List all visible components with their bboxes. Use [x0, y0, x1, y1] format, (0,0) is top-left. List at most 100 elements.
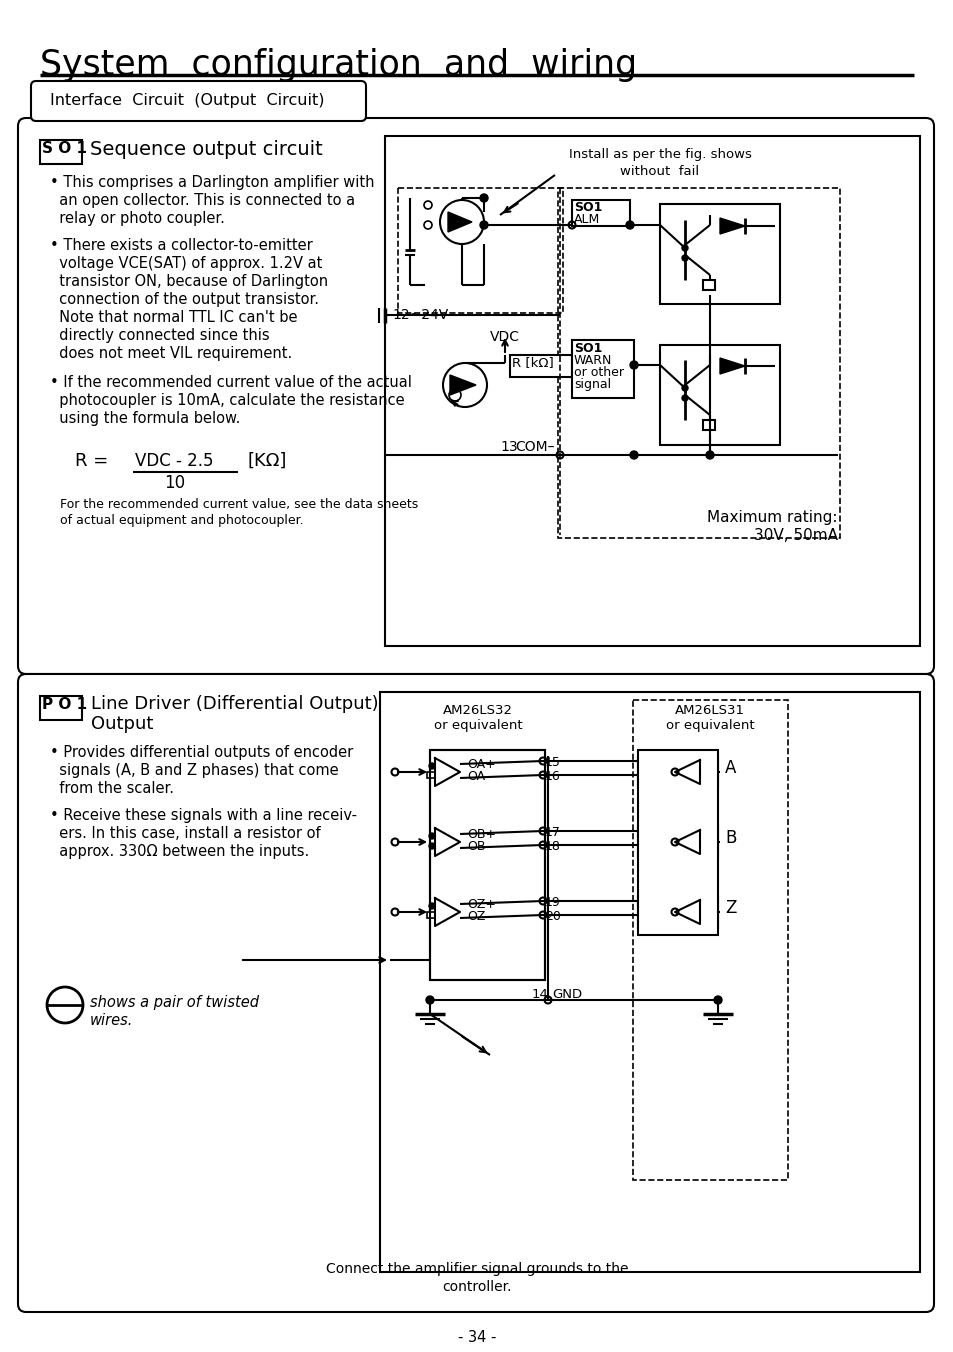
Bar — [638, 756, 718, 788]
Circle shape — [681, 385, 687, 391]
Text: • If the recommended current value of the actual: • If the recommended current value of th… — [50, 375, 412, 389]
Text: or equivalent: or equivalent — [665, 719, 754, 731]
Text: - 34 -: - 34 - — [457, 1330, 496, 1345]
Circle shape — [705, 452, 713, 458]
Circle shape — [681, 256, 687, 261]
Text: 30V, 50mA: 30V, 50mA — [753, 529, 837, 544]
Circle shape — [479, 220, 488, 228]
Bar — [659, 204, 780, 304]
Circle shape — [442, 362, 486, 407]
Polygon shape — [450, 375, 476, 395]
Bar — [427, 772, 435, 777]
Text: GND: GND — [552, 988, 581, 1000]
Text: Connect the amplifier signal grounds to the: Connect the amplifier signal grounds to … — [325, 1261, 628, 1276]
Text: OB+: OB+ — [467, 827, 496, 841]
Text: using the formula below.: using the formula below. — [50, 411, 240, 426]
Text: Maximum rating:: Maximum rating: — [707, 510, 837, 525]
Text: COM–: COM– — [515, 439, 554, 454]
Polygon shape — [448, 212, 472, 233]
Text: OB-: OB- — [467, 840, 490, 853]
Text: Sequence output circuit: Sequence output circuit — [90, 141, 322, 160]
Text: Z: Z — [724, 899, 736, 917]
Bar — [40, 696, 82, 721]
FancyBboxPatch shape — [18, 675, 933, 1311]
Text: controller.: controller. — [442, 1280, 511, 1294]
Polygon shape — [675, 900, 700, 923]
Text: does not meet VIL requirement.: does not meet VIL requirement. — [50, 346, 292, 361]
Text: 10: 10 — [164, 475, 186, 492]
Text: signals (A, B and Z phases) that come: signals (A, B and Z phases) that come — [50, 763, 338, 777]
Bar — [702, 280, 714, 289]
Text: R =: R = — [75, 452, 108, 470]
Text: ALM: ALM — [574, 214, 599, 226]
Polygon shape — [720, 218, 744, 234]
Polygon shape — [435, 827, 459, 856]
Bar — [638, 750, 718, 936]
Text: directly connected since this: directly connected since this — [50, 329, 270, 343]
Text: [KΩ]: [KΩ] — [248, 452, 287, 470]
Text: OZ-: OZ- — [467, 910, 489, 923]
Text: For the recommended current value, see the data sheets: For the recommended current value, see t… — [60, 498, 417, 511]
Text: signal: signal — [574, 379, 611, 391]
Text: P O 1: P O 1 — [42, 698, 87, 713]
Text: 15: 15 — [544, 756, 560, 769]
Text: 18: 18 — [544, 840, 560, 853]
Circle shape — [429, 833, 435, 840]
Bar — [659, 345, 780, 445]
Circle shape — [629, 361, 638, 369]
Text: Line Driver (Differential Output): Line Driver (Differential Output) — [91, 695, 378, 713]
Text: A: A — [724, 758, 736, 777]
Text: photocoupler is 10mA, calculate the resistance: photocoupler is 10mA, calculate the resi… — [50, 393, 404, 408]
FancyBboxPatch shape — [30, 81, 366, 120]
Circle shape — [681, 245, 687, 251]
Text: VDC - 2.5: VDC - 2.5 — [135, 452, 213, 470]
Bar — [702, 420, 714, 430]
Bar — [397, 188, 562, 314]
Text: OA+: OA+ — [467, 758, 496, 771]
Text: SO1: SO1 — [574, 201, 601, 214]
Text: or other: or other — [574, 366, 623, 379]
Bar — [633, 700, 787, 1180]
Circle shape — [479, 193, 488, 201]
Bar — [427, 913, 435, 918]
Polygon shape — [435, 758, 459, 786]
Text: ers. In this case, install a resistor of: ers. In this case, install a resistor of — [50, 826, 320, 841]
Text: S O 1: S O 1 — [42, 141, 87, 155]
Text: AM26LS31: AM26LS31 — [675, 704, 744, 717]
Circle shape — [439, 200, 483, 243]
Text: WARN: WARN — [574, 354, 612, 366]
Text: relay or photo coupler.: relay or photo coupler. — [50, 211, 225, 226]
Polygon shape — [675, 830, 700, 854]
Text: OA-: OA- — [467, 771, 489, 783]
Text: System  configuration  and  wiring: System configuration and wiring — [40, 49, 637, 82]
Circle shape — [681, 395, 687, 402]
Text: • Provides differential outputs of encoder: • Provides differential outputs of encod… — [50, 745, 353, 760]
Text: approx. 330Ω between the inputs.: approx. 330Ω between the inputs. — [50, 844, 309, 859]
Text: AM26LS32: AM26LS32 — [442, 704, 513, 717]
Bar — [572, 339, 634, 397]
Circle shape — [426, 996, 434, 1005]
Text: SO1: SO1 — [574, 342, 601, 356]
Text: B: B — [724, 829, 736, 846]
Polygon shape — [720, 358, 744, 375]
Circle shape — [429, 844, 435, 849]
Polygon shape — [435, 898, 459, 926]
Text: VDC: VDC — [490, 330, 519, 343]
Bar — [510, 356, 572, 377]
FancyBboxPatch shape — [18, 118, 933, 675]
Text: 20: 20 — [544, 910, 560, 923]
Bar — [430, 750, 544, 980]
Text: of actual equipment and photocoupler.: of actual equipment and photocoupler. — [60, 514, 303, 527]
Bar — [572, 200, 629, 226]
Text: an open collector. This is connected to a: an open collector. This is connected to … — [50, 193, 355, 208]
Text: 12~24V: 12~24V — [392, 308, 448, 322]
Circle shape — [713, 996, 721, 1005]
Bar — [430, 750, 544, 980]
Bar — [379, 692, 919, 1272]
Text: transistor ON, because of Darlington: transistor ON, because of Darlington — [50, 274, 328, 289]
Circle shape — [429, 903, 435, 909]
Text: • There exists a collector-to-emitter: • There exists a collector-to-emitter — [50, 238, 313, 253]
Circle shape — [629, 452, 638, 458]
Text: 19: 19 — [544, 896, 560, 909]
Text: Install as per the fig. shows: Install as per the fig. shows — [568, 147, 751, 161]
